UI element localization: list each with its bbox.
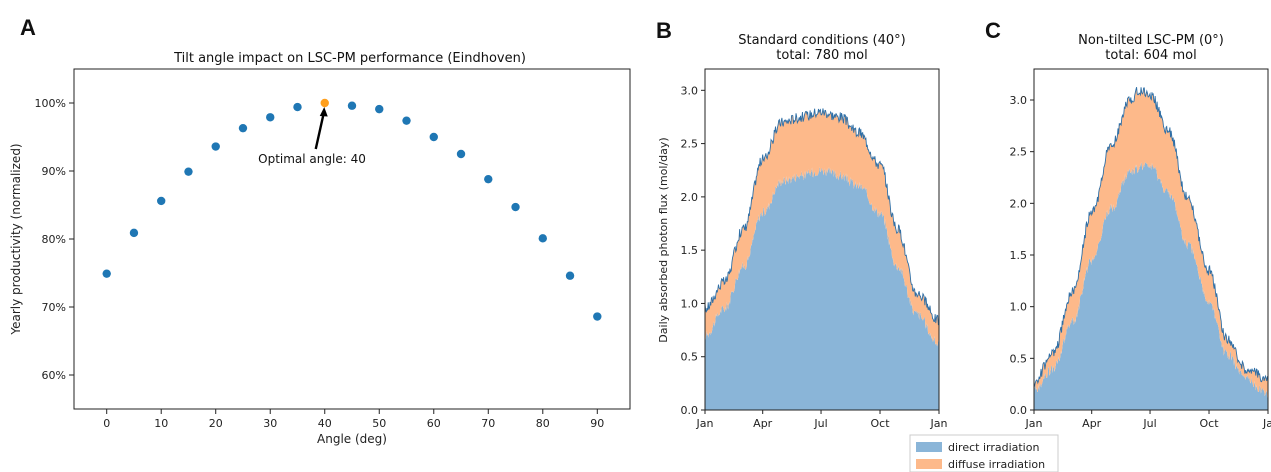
legend-swatch-diffuse [916,459,942,469]
y-tick-label: 1.5 [681,244,699,257]
y-tick-label: 70% [42,301,66,314]
x-tick-label: 40 [318,417,332,430]
panel-c-plot-frame [1033,68,1269,411]
panel-letter-c: C [985,18,1001,43]
data-point [238,123,248,133]
x-tick-label: Ja [1262,417,1271,430]
x-tick-label: Oct [871,417,891,430]
panel-b-y-axis-label: Daily absorbed photon flux (mol/day) [657,137,670,342]
y-tick-label: 0.0 [681,404,699,417]
data-point [484,174,493,184]
y-tick-label: 80% [42,233,66,246]
legend-label-diffuse: diffuse irradiation [948,458,1045,471]
x-tick-label: 50 [372,417,386,430]
panel-b-title: Standard conditions (40°) [738,33,905,48]
panel-b-y-ticks: 0.0 0.5 1.0 1.5 2.0 2.5 3.0 [681,84,705,417]
x-tick-label: Apr [1082,417,1102,430]
panel-c-y-ticks: 0.0 0.5 1.0 1.5 2.0 2.5 3.0 [1010,94,1034,417]
panel-c-areas [1033,87,1269,410]
series-direct-irradiation [1034,162,1268,410]
x-tick-label: 80 [536,417,550,430]
x-tick-label: 30 [263,417,277,430]
y-tick-label: 100% [35,97,66,110]
total-flux-edge [1033,87,1269,388]
x-tick-label: 10 [154,417,168,430]
panel-a-x-axis-label: Angle (deg) [317,432,387,446]
panel-b-plot-frame [704,68,940,411]
y-tick-label: 1.0 [681,297,699,310]
data-point [511,202,520,212]
data-point [429,132,438,142]
y-tick-label: 2.5 [681,138,699,151]
panel-letter-b: B [656,18,672,43]
y-tick-label: 2.5 [1010,146,1028,159]
x-tick-label: Jul [813,417,827,430]
data-point [157,196,166,206]
annotation-arrow [314,113,325,150]
x-tick-label: Jan [1025,417,1043,430]
total-flux-edge [704,108,940,326]
panel-a-x-ticks: 0 10 20 30 40 50 60 70 80 90 [103,409,604,430]
y-tick-label: 0.5 [1010,352,1028,365]
x-tick-label: Oct [1200,417,1220,430]
data-point [102,269,111,278]
data-point [347,101,357,110]
panel-c-title: Non-tilted LSC-PM (0°) [1078,33,1224,48]
y-tick-label: 2.0 [1010,197,1028,210]
panel-b-x-ticks: Jan Apr Jul Oct Jan [696,410,948,430]
series-diffuse-irradiation [705,108,939,347]
data-point [266,113,275,122]
data-point [293,102,302,112]
optimal-point [320,98,329,108]
y-tick-label: 3.0 [1010,94,1028,107]
panel-c-subtitle: total: 604 mol [1105,48,1196,63]
series-diffuse-irradiation [1034,87,1268,399]
x-tick-label: 60 [427,417,441,430]
data-point [538,234,547,243]
data-point [129,228,139,238]
y-tick-label: 0.0 [1010,404,1028,417]
data-point [402,116,411,125]
panel-a-points [102,98,602,321]
panel-a-title: Tilt angle impact on LSC-PM performance … [173,51,526,66]
x-tick-label: 0 [103,417,110,430]
data-point [456,149,466,159]
y-tick-label: 60% [42,369,66,382]
legend-label-direct: direct irradiation [948,441,1039,454]
legend-swatch-direct [916,442,942,452]
x-tick-label: Jan [930,417,948,430]
y-tick-label: 1.0 [1010,301,1028,314]
data-point [375,104,384,114]
panel-a: A Tilt angle impact on LSC-PM performanc… [9,15,631,446]
data-point [211,142,220,151]
panel-b-areas [704,108,940,410]
panel-b: B Standard conditions (40°) total: 780 m… [656,18,948,430]
panel-a-y-ticks: 60% 70% 80% 90% 100% [35,97,74,382]
x-tick-label: 70 [481,417,495,430]
legend: direct irradiation diffuse irradiation [909,434,1059,472]
x-tick-label: Apr [753,417,773,430]
panel-c-x-ticks: Jan Apr Jul Oct Ja [1025,410,1271,430]
x-tick-label: 20 [209,417,223,430]
data-point [565,271,575,280]
x-tick-label: Jul [1142,417,1156,430]
y-tick-label: 90% [42,165,66,178]
y-tick-label: 1.5 [1010,249,1028,262]
y-tick-label: 2.0 [681,191,699,204]
panel-c: C Non-tilted LSC-PM (0°) total: 604 mol … [985,18,1271,430]
data-point [593,312,602,321]
data-point [184,167,193,176]
panel-letter-a: A [20,15,36,40]
x-tick-label: Jan [696,417,714,430]
x-tick-label: 90 [590,417,604,430]
annotation-arrow-head [319,107,328,117]
series-direct-irradiation [705,166,939,410]
y-tick-label: 3.0 [681,84,699,97]
panel-a-y-axis-label: Yearly productivity (normalized) [9,143,23,335]
optimal-angle-annotation: Optimal angle: 40 [258,152,366,166]
y-tick-label: 0.5 [681,351,699,364]
panel-b-subtitle: total: 780 mol [776,48,867,63]
